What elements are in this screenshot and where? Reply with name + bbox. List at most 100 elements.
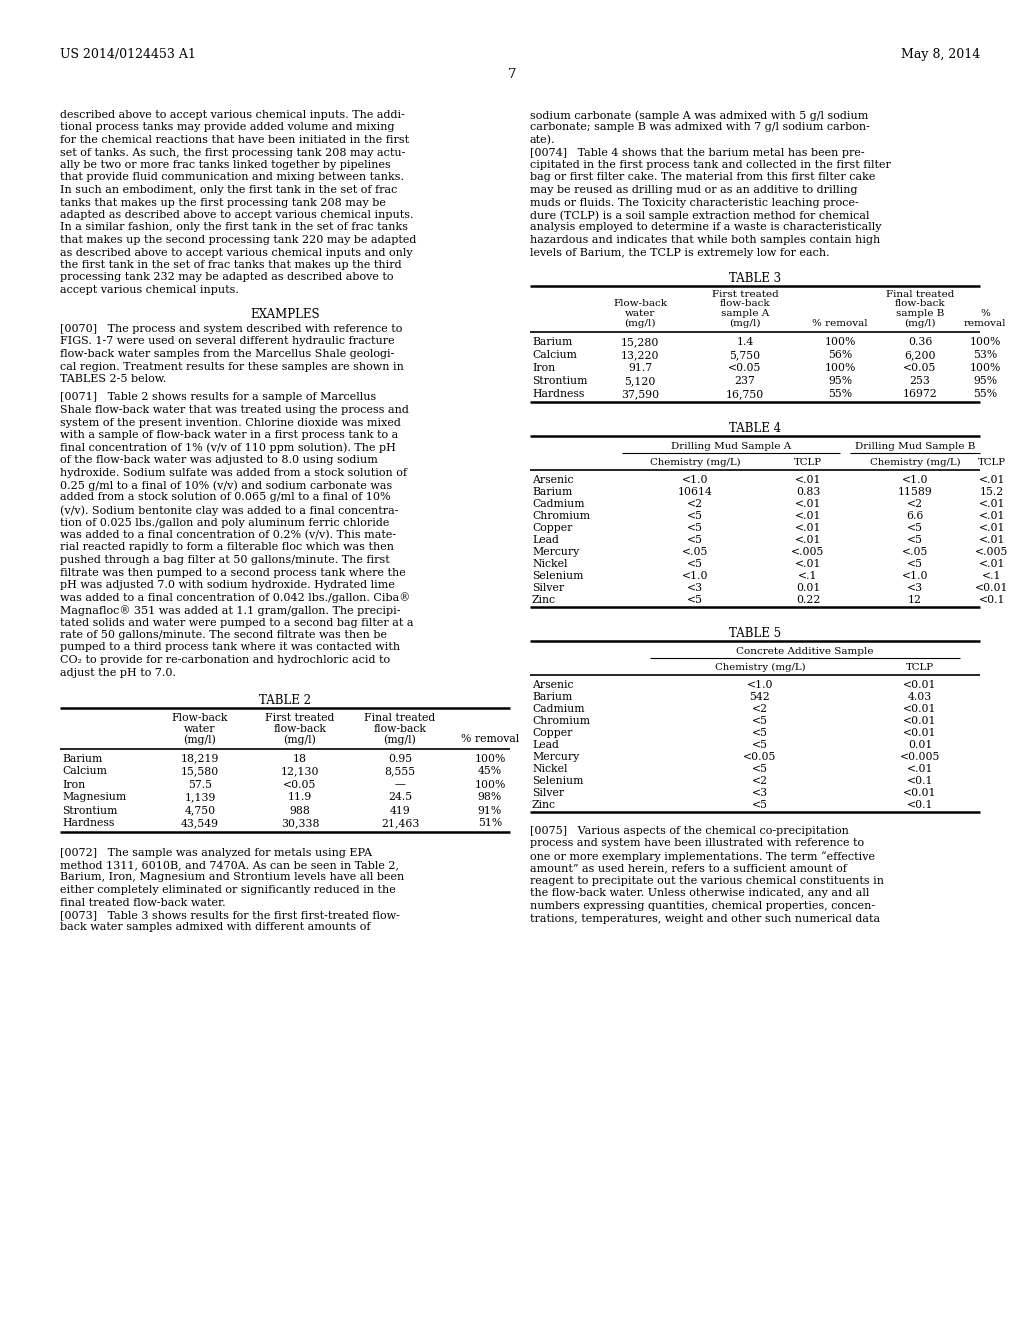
Text: 6.6: 6.6 <box>906 511 924 521</box>
Text: <3: <3 <box>907 583 923 593</box>
Text: [0071]   Table 2 shows results for a sample of Marcellus: [0071] Table 2 shows results for a sampl… <box>60 392 376 403</box>
Text: 95%: 95% <box>973 376 997 385</box>
Text: process and system have been illustrated with reference to: process and system have been illustrated… <box>530 838 864 849</box>
Text: Barium, Iron, Magnesium and Strontium levels have all been: Barium, Iron, Magnesium and Strontium le… <box>60 873 404 883</box>
Text: <.01: <.01 <box>795 499 821 510</box>
Text: 11.9: 11.9 <box>288 792 312 803</box>
Text: 100%: 100% <box>824 363 856 374</box>
Text: 100%: 100% <box>474 754 506 763</box>
Text: Silver: Silver <box>532 583 564 593</box>
Text: Magnafloc® 351 was added at 1.1 gram/gallon. The precipi-: Magnafloc® 351 was added at 1.1 gram/gal… <box>60 605 400 616</box>
Text: Strontium: Strontium <box>532 376 588 385</box>
Text: <.1: <.1 <box>799 572 818 581</box>
Text: 24.5: 24.5 <box>388 792 412 803</box>
Text: 55%: 55% <box>828 389 852 399</box>
Text: filtrate was then pumped to a second process tank where the: filtrate was then pumped to a second pro… <box>60 568 406 578</box>
Text: (mg/l): (mg/l) <box>284 734 316 744</box>
Text: In a similar fashion, only the first tank in the set of frac tanks: In a similar fashion, only the first tan… <box>60 223 408 232</box>
Text: TCLP: TCLP <box>794 458 822 467</box>
Text: water: water <box>184 723 216 734</box>
Text: that provide fluid communication and mixing between tanks.: that provide fluid communication and mix… <box>60 173 404 182</box>
Text: tated solids and water were pumped to a second bag filter at a: tated solids and water were pumped to a … <box>60 618 414 627</box>
Text: levels of Barium, the TCLP is extremely low for each.: levels of Barium, the TCLP is extremely … <box>530 248 829 257</box>
Text: <.05: <.05 <box>682 546 709 557</box>
Text: TCLP: TCLP <box>978 458 1006 467</box>
Text: <.01: <.01 <box>795 511 821 521</box>
Text: sample A: sample A <box>721 309 769 318</box>
Text: Mercury: Mercury <box>532 546 580 557</box>
Text: Mercury: Mercury <box>532 752 580 762</box>
Text: Barium: Barium <box>532 692 572 702</box>
Text: 98%: 98% <box>478 792 502 803</box>
Text: may be reused as drilling mud or as an additive to drilling: may be reused as drilling mud or as an a… <box>530 185 857 195</box>
Text: 11589: 11589 <box>898 487 933 498</box>
Text: either completely eliminated or significantly reduced in the: either completely eliminated or signific… <box>60 884 395 895</box>
Text: reagent to precipitate out the various chemical constituents in: reagent to precipitate out the various c… <box>530 876 884 886</box>
Text: removal: removal <box>964 318 1007 327</box>
Text: Barium: Barium <box>532 337 572 347</box>
Text: EXAMPLES: EXAMPLES <box>250 308 319 321</box>
Text: Copper: Copper <box>532 729 572 738</box>
Text: Magnesium: Magnesium <box>62 792 126 803</box>
Text: <5: <5 <box>752 764 768 774</box>
Text: 100%: 100% <box>970 363 1000 374</box>
Text: 988: 988 <box>290 805 310 816</box>
Text: <.01: <.01 <box>979 523 1006 533</box>
Text: flow-back: flow-back <box>895 300 945 309</box>
Text: (mg/l): (mg/l) <box>729 318 761 327</box>
Text: method 1311, 6010B, and 7470A. As can be seen in Table 2,: method 1311, 6010B, and 7470A. As can be… <box>60 861 399 870</box>
Text: Calcium: Calcium <box>62 767 106 776</box>
Text: CO₂ to provide for re-carbonation and hydrochloric acid to: CO₂ to provide for re-carbonation and hy… <box>60 655 390 665</box>
Text: 53%: 53% <box>973 350 997 360</box>
Text: <5: <5 <box>687 511 703 521</box>
Text: Copper: Copper <box>532 523 572 533</box>
Text: 95%: 95% <box>828 376 852 385</box>
Text: amount” as used herein, refers to a sufficient amount of: amount” as used herein, refers to a suff… <box>530 863 847 874</box>
Text: 5,120: 5,120 <box>625 376 655 385</box>
Text: <.01: <.01 <box>795 523 821 533</box>
Text: cal region. Treatment results for these samples are shown in: cal region. Treatment results for these … <box>60 362 403 371</box>
Text: 13,220: 13,220 <box>621 350 659 360</box>
Text: Hardness: Hardness <box>532 389 585 399</box>
Text: 237: 237 <box>734 376 756 385</box>
Text: ally be two or more frac tanks linked together by pipelines: ally be two or more frac tanks linked to… <box>60 160 391 170</box>
Text: Chemistry (mg/L): Chemistry (mg/L) <box>715 663 805 672</box>
Text: 30,338: 30,338 <box>281 818 319 829</box>
Text: 51%: 51% <box>478 818 502 829</box>
Text: 0.95: 0.95 <box>388 754 412 763</box>
Text: <3: <3 <box>752 788 768 799</box>
Text: <0.01: <0.01 <box>903 788 937 799</box>
Text: <1.0: <1.0 <box>902 572 928 581</box>
Text: <1.0: <1.0 <box>682 475 709 484</box>
Text: Cadmium: Cadmium <box>532 704 585 714</box>
Text: %: % <box>980 309 990 318</box>
Text: Flow-back: Flow-back <box>613 300 667 309</box>
Text: <5: <5 <box>752 729 768 738</box>
Text: <5: <5 <box>687 558 703 569</box>
Text: <0.05: <0.05 <box>903 363 937 374</box>
Text: Chromium: Chromium <box>532 511 590 521</box>
Text: <.01: <.01 <box>795 535 821 545</box>
Text: 91.7: 91.7 <box>628 363 652 374</box>
Text: 0.01: 0.01 <box>796 583 820 593</box>
Text: cipitated in the first process tank and collected in the first filter: cipitated in the first process tank and … <box>530 160 891 170</box>
Text: <.01: <.01 <box>795 558 821 569</box>
Text: <5: <5 <box>907 558 923 569</box>
Text: First treated: First treated <box>712 290 778 300</box>
Text: 1.4: 1.4 <box>736 337 754 347</box>
Text: Selenium: Selenium <box>532 776 584 785</box>
Text: (mg/l): (mg/l) <box>183 734 216 744</box>
Text: added from a stock solution of 0.065 g/ml to a final of 10%: added from a stock solution of 0.065 g/m… <box>60 492 390 503</box>
Text: <.01: <.01 <box>979 511 1006 521</box>
Text: Calcium: Calcium <box>532 350 577 360</box>
Text: <5: <5 <box>687 595 703 605</box>
Text: 0.36: 0.36 <box>908 337 932 347</box>
Text: 18,219: 18,219 <box>181 754 219 763</box>
Text: May 8, 2014: May 8, 2014 <box>901 48 980 61</box>
Text: 4,750: 4,750 <box>184 805 216 816</box>
Text: Barium: Barium <box>532 487 572 498</box>
Text: numbers expressing quantities, chemical properties, concen-: numbers expressing quantities, chemical … <box>530 902 876 911</box>
Text: 10614: 10614 <box>678 487 713 498</box>
Text: that makes up the second processing tank 220 may be adapted: that makes up the second processing tank… <box>60 235 417 246</box>
Text: of the flow-back water was adjusted to 8.0 using sodium: of the flow-back water was adjusted to 8… <box>60 455 378 465</box>
